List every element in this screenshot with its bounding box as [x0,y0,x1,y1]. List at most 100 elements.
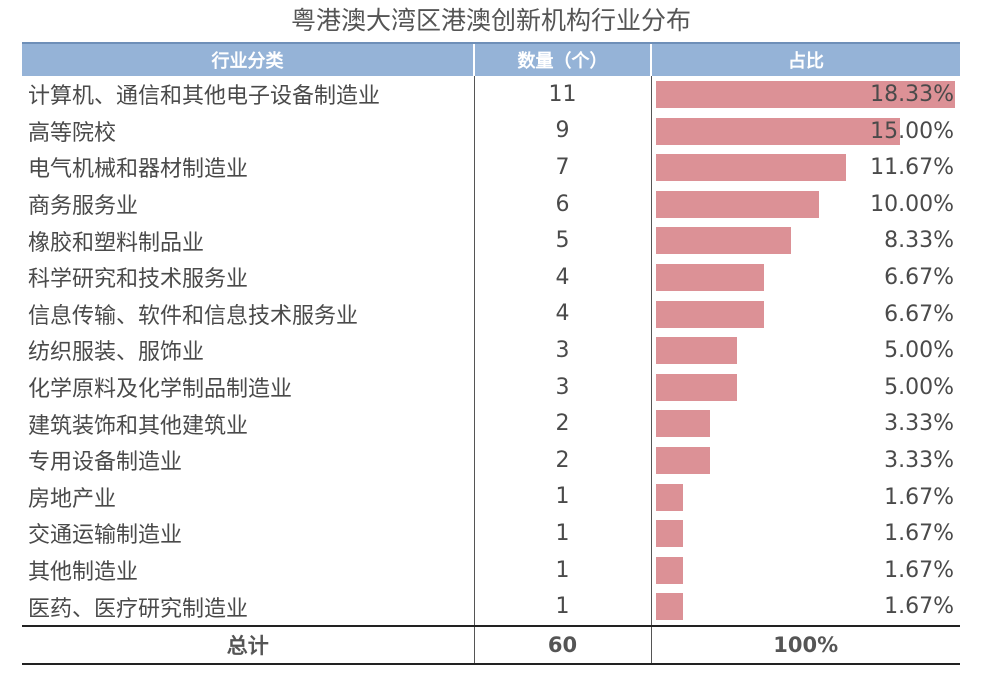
share-value-label: 15.00% [870,118,954,144]
table-row: 房地产业 1 1.67% [22,478,960,516]
table-row: 高等院校 9 15.00% [22,112,960,150]
total-count: 60 [473,624,651,665]
share-cell: 1.67% [650,588,960,626]
category-label: 专用设备制造业 [28,450,183,476]
table-row: 其他制造业 1 1.67% [22,551,960,589]
table-row: 化学原料及化学制品制造业 3 5.00% [22,368,960,406]
share-cell: 3.33% [650,405,960,442]
share-value-label: 10.00% [870,191,954,217]
count-value: 5 [473,222,651,259]
share-bar [655,300,765,328]
share-cell: 18.33% [650,76,960,113]
chart-title: 粤港澳大湾区港澳创新机构行业分布 [290,6,691,35]
share-bar [655,227,792,255]
share-cell: 8.33% [650,222,960,259]
share-cell: 5.00% [650,368,960,406]
share-cell: 15.00% [650,112,960,150]
category-label: 房地产业 [28,486,117,512]
total-share: 100% [650,624,960,665]
share-bar [655,410,710,438]
share-bar [655,154,846,182]
share-value-label: 18.33% [870,82,954,107]
count-value: 9 [473,112,651,150]
share-value-label: 6.67% [884,301,954,327]
share-bar [655,373,738,401]
table-row: 信息传输、软件和信息技术服务业 4 6.67% [22,295,960,333]
share-bar [655,483,683,511]
count-value: 4 [473,258,651,296]
category-label: 医药、医疗研究制造业 [28,596,249,622]
share-bar [655,520,683,548]
table-row: 计算机、通信和其他电子设备制造业 11 18.33% [22,76,960,113]
share-cell: 1.67% [650,515,960,552]
share-cell: 6.67% [650,258,960,296]
share-value-label: 11.67% [870,155,954,181]
share-value-label: 6.67% [884,264,954,290]
header-industry: 行业分类 [22,42,474,76]
table-row: 科学研究和技术服务业 4 6.67% [22,258,960,296]
share-cell: 10.00% [650,185,960,223]
count-value: 1 [473,515,651,552]
share-bar [655,263,765,291]
share-bar [655,81,955,108]
share-cell: 1.67% [650,478,960,516]
table-row: 专用设备制造业 2 3.33% [22,441,960,479]
share-cell: 5.00% [650,332,960,369]
share-bar [655,190,819,218]
header-share: 占比 [650,42,960,76]
category-label: 科学研究和技术服务业 [28,267,249,293]
table-row: 橡胶和塑料制品业 5 8.33% [22,222,960,259]
count-value: 3 [473,332,651,369]
share-bar [655,593,683,621]
share-cell: 6.67% [650,295,960,333]
count-value: 1 [473,478,651,516]
count-value: 3 [473,368,651,406]
category-label: 橡胶和塑料制品业 [28,230,205,256]
category-label: 建筑装饰和其他建筑业 [28,413,249,439]
header-count: 数量（个） [473,42,651,76]
table-row: 商务服务业 6 10.00% [22,185,960,223]
count-value: 7 [473,149,651,186]
table-row: 医药、医疗研究制造业 1 1.67% [22,588,960,626]
category-label: 纺织服装、服饰业 [28,340,205,366]
count-value: 11 [473,76,651,113]
share-value-label: 8.33% [884,228,954,254]
share-cell: 1.67% [650,551,960,589]
count-value: 6 [473,185,651,223]
share-cell: 3.33% [650,441,960,479]
share-bar [655,337,738,365]
industry-distribution-table: 行业分类 数量（个） 占比 计算机、通信和其他电子设备制造业 11 18.33% 高等… [22,42,960,665]
share-value-label: 3.33% [884,447,954,473]
count-value: 2 [473,405,651,442]
category-label: 电气机械和器材制造业 [28,157,249,183]
total-label: 总计 [22,624,474,665]
table-row: 纺织服装、服饰业 3 5.00% [22,332,960,369]
table-row: 电气机械和器材制造业 7 11.67% [22,149,960,186]
table-body: 计算机、通信和其他电子设备制造业 11 18.33% 高等院校 9 15.00% 电气机械和… [22,76,960,626]
share-bar [655,117,901,145]
count-value: 2 [473,441,651,479]
share-value-label: 1.67% [884,484,954,510]
category-label: 计算机、通信和其他电子设备制造业 [28,84,381,110]
count-value: 1 [473,551,651,589]
share-bar [655,446,710,474]
share-value-label: 1.67% [884,557,954,583]
share-value-label: 5.00% [884,374,954,400]
share-value-label: 5.00% [884,338,954,364]
category-label: 信息传输、软件和信息技术服务业 [28,303,359,329]
table-row: 交通运输制造业 1 1.67% [22,515,960,552]
share-cell: 11.67% [650,149,960,186]
category-label: 商务服务业 [28,194,139,220]
header-row: 行业分类 数量（个） 占比 [22,42,960,76]
table-row: 建筑装饰和其他建筑业 2 3.33% [22,405,960,442]
share-value-label: 1.67% [884,594,954,620]
share-value-label: 3.33% [884,411,954,437]
category-label: 高等院校 [28,120,117,146]
total-row: 总计 60 100% [22,624,960,665]
category-label: 化学原料及化学制品制造业 [28,377,293,403]
share-value-label: 1.67% [884,521,954,547]
count-value: 4 [473,295,651,333]
category-label: 其他制造业 [28,560,139,586]
count-value: 1 [473,588,651,626]
category-label: 交通运输制造业 [28,523,183,549]
